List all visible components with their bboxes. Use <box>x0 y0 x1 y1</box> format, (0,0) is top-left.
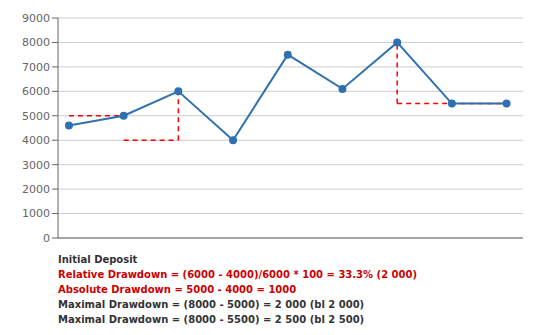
html-text:Absolute Drawdown = 5000 - 400: Absolute Drawdown = 5000 - 4000 = 1000 <box>58 284 297 295</box>
svg-text:6000: 6000 <box>22 85 50 98</box>
html-text:Relative Drawdown = (6000 - 40: Relative Drawdown = (6000 - 4000)/6000 *… <box>58 269 417 280</box>
html-text:Maximal Drawdown = (8000 - 500: Maximal Drawdown = (8000 - 5000) = 2 000… <box>58 299 365 310</box>
svg-text:4000: 4000 <box>22 134 50 147</box>
svg-text:7000: 7000 <box>22 61 50 74</box>
html-text:Maximal Drawdown = (8000 - 550: Maximal Drawdown = (8000 - 5500) = 2 500… <box>58 314 365 325</box>
svg-text:9000: 9000 <box>22 12 50 25</box>
svg-text:5000: 5000 <box>22 110 50 123</box>
svg-text:0: 0 <box>43 232 50 245</box>
svg-text:8000: 8000 <box>22 36 50 49</box>
svg-text:2000: 2000 <box>22 183 50 196</box>
svg-text:1000: 1000 <box>22 207 50 220</box>
svg-text:3000: 3000 <box>22 159 50 172</box>
html-text:Initial Deposit: Initial Deposit <box>58 254 138 265</box>
